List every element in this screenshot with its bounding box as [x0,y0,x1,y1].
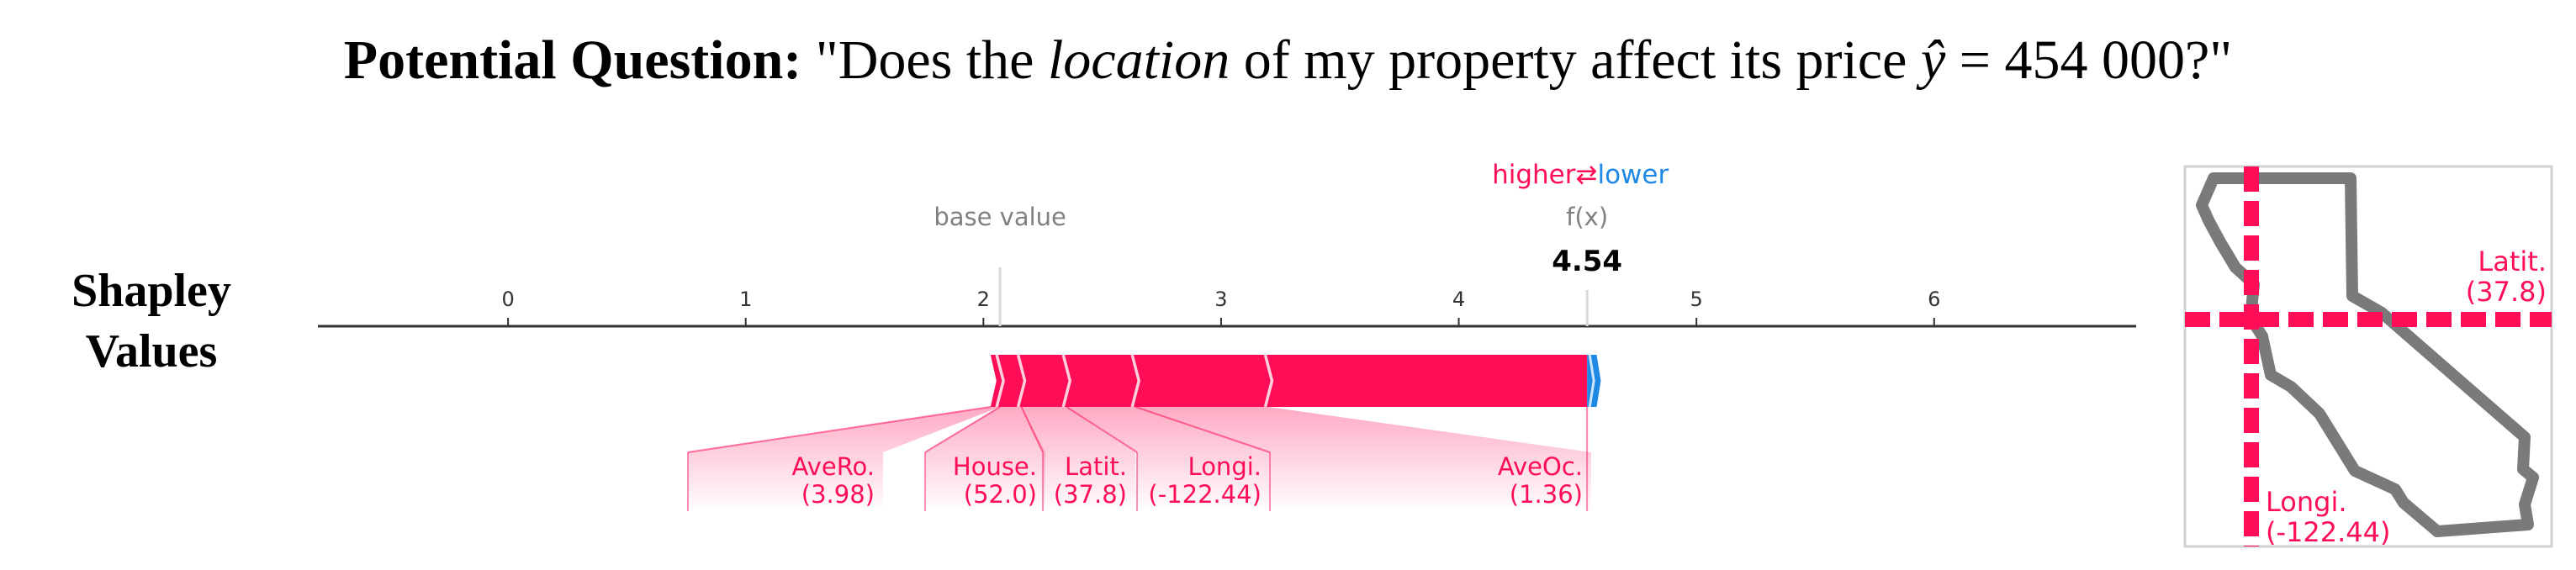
x-tick-label: 4 [1452,288,1465,311]
feature-connector [687,406,991,453]
question-label: Potential Question: [343,29,802,91]
question-yhat: ŷ [1920,29,1946,91]
feature-name-label: Longi. [1188,452,1262,481]
california-map: Latit. (37.8) Longi. (-122.44) [2183,165,2553,548]
map-longitude-label: Longi. [2266,486,2347,518]
question-text-start: "Does the [815,29,1048,91]
x-tick-label: 6 [1928,288,1940,311]
x-tick-label: 1 [739,288,752,311]
map-latitude-label: Latit. [2478,245,2547,277]
map-frame [2183,165,2553,548]
question-equals: = [1945,29,2005,91]
feature-connector [1066,406,1138,453]
feature-name-label: House. [953,452,1037,481]
side-label-line1: Shapley [71,265,231,317]
question-heading: Potential Question: "Does the location o… [0,29,2576,92]
fx-value: 4.54 [1552,245,1622,278]
segment-divider [995,354,1005,408]
positive-bar [990,355,1588,407]
segment-divider [1130,354,1140,408]
feature-value-label: (-122.44) [1148,480,1262,509]
feature-name-label: AveRo. [792,452,875,481]
feature-fade [1066,407,1270,511]
segment-divider [1016,354,1027,408]
segment-divider [1263,354,1274,408]
feature-value-label: (3.98) [801,480,875,509]
question-close: ?" [2184,29,2233,91]
feature-fade [925,407,1045,511]
base-value-label: base value [934,203,1066,231]
feature-connector [1135,406,1271,453]
negative-divider [1588,354,1595,408]
x-tick-label: 5 [1690,288,1703,311]
fx-label: f(x) [1566,203,1608,231]
segment-divider [1061,354,1072,408]
feature-fade [1135,407,1591,511]
california-outline [2196,172,2539,537]
feature-name-label: AveOc. [1498,452,1583,481]
feature-value-label: (52.0) [964,480,1037,509]
feature-connector [924,406,1001,453]
x-tick-label: 3 [1214,288,1227,311]
feature-fade [688,407,1001,511]
feature-fade [1021,407,1135,511]
higher-lower-legend: higher⇄lower [1492,160,1669,190]
question-text-rest: of my property affect its price [1230,29,1921,91]
feature-value-label: (1.36) [1510,480,1583,509]
x-tick-label: 0 [501,288,514,311]
map-latitude-value: (37.8) [2466,276,2547,308]
question-emphasis: location [1047,29,1230,91]
question-price: 454 000 [2004,29,2185,91]
feature-value-label: (37.8) [1054,480,1127,509]
shapley-values-label: Shapley Values [17,261,286,382]
feature-name-label: Latit. [1065,452,1127,481]
map-longitude-value: (-122.44) [2266,516,2390,548]
feature-connector [1020,406,1044,453]
x-tick-label: 2 [977,288,990,311]
side-label-line2: Values [85,325,218,377]
